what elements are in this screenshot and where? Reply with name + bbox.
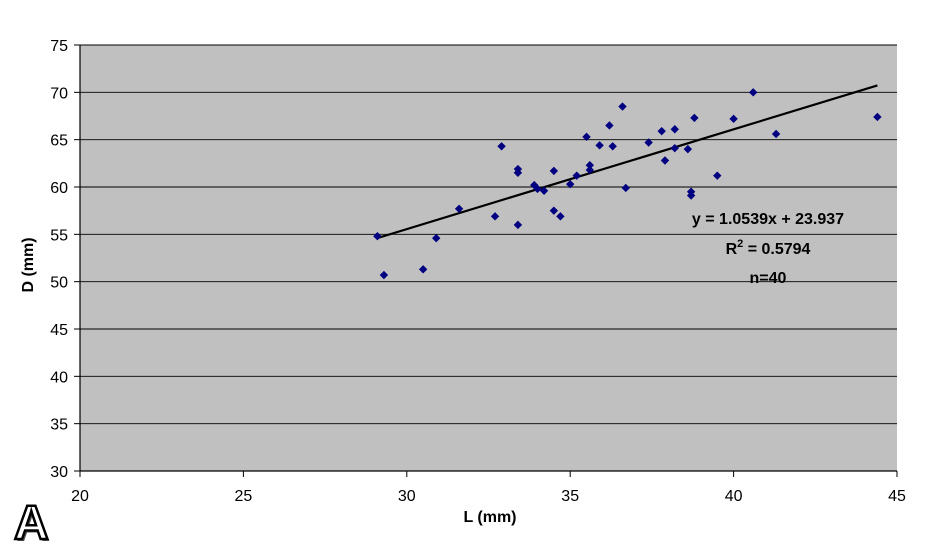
x-tick-label: 30 — [398, 488, 416, 505]
data-point — [683, 144, 693, 154]
data-point — [595, 141, 604, 150]
y-tick-label: 75 — [50, 38, 68, 55]
data-point — [605, 121, 614, 130]
y-tick-label: 50 — [50, 275, 68, 292]
data-points — [373, 88, 882, 280]
plot-area — [80, 45, 897, 471]
data-point — [585, 161, 595, 170]
data-point — [490, 212, 500, 221]
data-point — [556, 212, 565, 221]
x-axis-ticks: 20 25 30 35 40 45 — [71, 471, 906, 505]
data-point — [513, 220, 523, 230]
y-tick-label: 35 — [50, 417, 68, 434]
y-tick-label: 30 — [50, 464, 68, 481]
equation-label: y = 1.0539x + 23.937 — [692, 211, 844, 228]
trendline — [377, 84, 878, 240]
x-tick-label: 25 — [235, 488, 253, 505]
data-point — [873, 112, 882, 122]
y-tick-label: 55 — [50, 227, 68, 244]
sample-size-label: n=40 — [750, 270, 787, 287]
data-point — [690, 113, 699, 123]
x-tick-label: 40 — [725, 488, 743, 505]
data-point — [454, 204, 464, 213]
data-point — [582, 132, 591, 142]
data-point — [585, 165, 595, 175]
data-point — [670, 143, 679, 153]
y-tick-label: 60 — [50, 180, 68, 197]
y-tick-label: 65 — [50, 133, 68, 150]
data-point — [533, 184, 542, 194]
x-tick-label: 35 — [561, 488, 579, 505]
data-point — [549, 166, 559, 176]
data-point — [618, 102, 627, 111]
data-point — [670, 125, 679, 134]
y-axis-label: D (mm) — [20, 237, 37, 292]
data-point — [379, 270, 389, 280]
data-point — [530, 180, 539, 190]
x-tick-label: 45 — [888, 488, 906, 505]
gridlines — [80, 44, 897, 425]
r-squared-label: R2 = 0.5794 — [726, 238, 811, 258]
data-point — [432, 233, 441, 243]
y-tick-label: 45 — [50, 322, 68, 339]
data-point — [608, 142, 617, 151]
y-axis-ticks: 30 35 40 45 50 55 60 65 70 75 — [50, 38, 80, 481]
panel-label: A — [13, 497, 50, 550]
y-tick-label: 40 — [50, 369, 68, 386]
data-point — [566, 179, 575, 189]
data-point — [497, 142, 506, 151]
data-point — [713, 171, 722, 180]
data-point — [657, 126, 666, 136]
x-tick-label: 20 — [71, 488, 89, 505]
data-point — [660, 156, 670, 165]
data-point — [373, 232, 382, 241]
data-point — [644, 138, 653, 147]
data-point — [771, 129, 781, 139]
data-point — [749, 88, 758, 97]
data-point — [572, 171, 581, 180]
x-axis-label: L (mm) — [463, 509, 516, 526]
data-point — [513, 164, 523, 174]
y-tick-label: 70 — [50, 85, 68, 102]
data-point — [539, 186, 549, 195]
data-point — [729, 114, 738, 124]
data-point — [686, 191, 696, 200]
data-point — [549, 206, 559, 215]
data-point — [621, 183, 630, 193]
data-point — [418, 265, 428, 274]
